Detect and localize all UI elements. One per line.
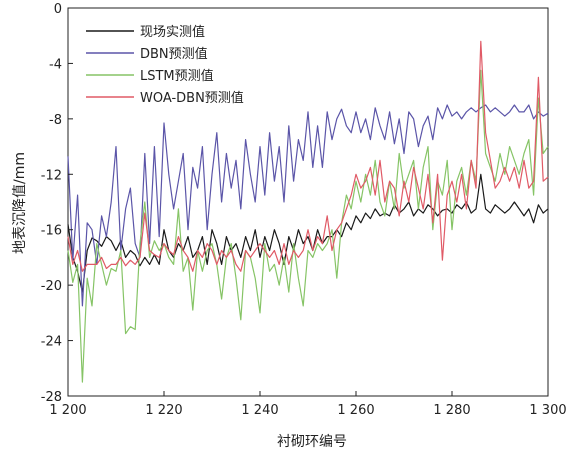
y-tick-label: -20 <box>41 279 62 294</box>
y-axis-ticks: -28 -24 -20 -16 -12 -8 -4 0 <box>41 2 73 405</box>
x-axis-title: 衬砌环编号 <box>277 434 347 450</box>
x-tick-label: 1 220 <box>145 403 182 418</box>
y-tick-label: 0 <box>54 2 62 17</box>
x-tick-label: 1 200 <box>49 403 86 418</box>
legend-item: 现场实测值 <box>86 24 205 40</box>
series-line-1 <box>67 104 549 307</box>
x-tick-label: 1 260 <box>337 403 374 418</box>
series-line-3 <box>67 40 549 272</box>
legend-item: WOA-DBN预测值 <box>86 90 244 106</box>
legend-label: 现场实测值 <box>140 24 205 40</box>
legend: 现场实测值 DBN预测值 LSTM预测值 WOA-DBN预测值 <box>86 24 244 106</box>
y-tick-label: -16 <box>41 224 62 239</box>
y-tick-label: -24 <box>41 335 62 350</box>
series-line-0 <box>67 173 549 293</box>
x-tick-label: 1 280 <box>433 403 470 418</box>
legend-item: LSTM预测值 <box>86 68 214 84</box>
series-layer <box>67 40 549 383</box>
legend-label: WOA-DBN预测值 <box>140 90 244 106</box>
legend-item: DBN预测值 <box>86 46 208 62</box>
y-axis-title: 地表沉降值/mm <box>12 152 28 254</box>
y-tick-label: -28 <box>41 390 62 405</box>
legend-label: DBN预测值 <box>140 46 208 62</box>
x-tick-label: 1 240 <box>241 403 278 418</box>
legend-label: LSTM预测值 <box>140 68 214 84</box>
y-tick-label: -8 <box>49 113 62 128</box>
x-axis-ticks: 1 200 1 220 1 240 1 260 1 280 1 300 <box>49 391 567 418</box>
x-tick-label: 1 300 <box>529 403 566 418</box>
plot-area <box>67 7 549 397</box>
y-tick-label: -12 <box>41 168 62 183</box>
y-tick-label: -4 <box>49 57 62 72</box>
